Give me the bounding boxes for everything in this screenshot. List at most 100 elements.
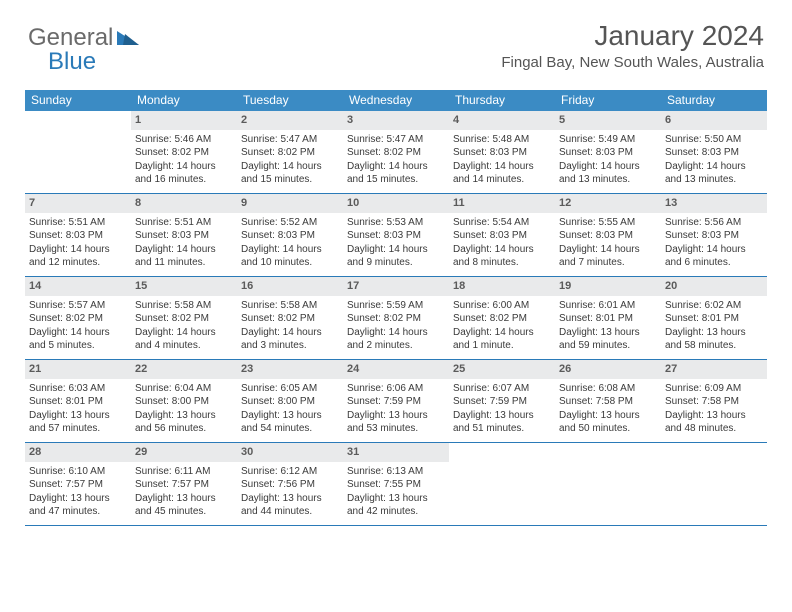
day-detail-line: and 5 minutes. bbox=[29, 339, 127, 353]
day-detail-line: Sunset: 8:03 PM bbox=[665, 229, 763, 243]
day-detail-line: and 9 minutes. bbox=[347, 256, 445, 270]
day-detail-line: Sunrise: 5:46 AM bbox=[135, 133, 233, 147]
dow-cell: Saturday bbox=[661, 90, 767, 111]
day-detail-line: Daylight: 14 hours bbox=[241, 243, 339, 257]
day-cell: 31Sunrise: 6:13 AMSunset: 7:55 PMDayligh… bbox=[343, 443, 449, 525]
day-detail-line: Daylight: 14 hours bbox=[453, 243, 551, 257]
day-detail-line: Daylight: 14 hours bbox=[665, 160, 763, 174]
day-number: 4 bbox=[449, 111, 555, 130]
day-detail-line: Sunset: 7:58 PM bbox=[665, 395, 763, 409]
day-detail-line: Sunset: 7:57 PM bbox=[29, 478, 127, 492]
day-detail-line: Sunset: 8:03 PM bbox=[135, 229, 233, 243]
day-detail-line: Sunset: 8:02 PM bbox=[29, 312, 127, 326]
day-detail-line: Daylight: 14 hours bbox=[347, 160, 445, 174]
weeks-container: 1 Sunrise: 5:46 AM Sunset: 8:02 PM Daylight… bbox=[25, 111, 767, 526]
dow-header: Sunday Monday Tuesday Wednesday Thursday… bbox=[25, 90, 767, 111]
day-cell: 10Sunrise: 5:53 AMSunset: 8:03 PMDayligh… bbox=[343, 194, 449, 276]
day-detail-line: Daylight: 14 hours bbox=[135, 160, 233, 174]
day-number: 19 bbox=[555, 277, 661, 296]
day-cell: 6Sunrise: 5:50 AMSunset: 8:03 PMDaylight… bbox=[661, 111, 767, 193]
day-cell: 29Sunrise: 6:11 AMSunset: 7:57 PMDayligh… bbox=[131, 443, 237, 525]
logo-triangle-icon bbox=[117, 24, 139, 52]
day-detail-line: and 11 minutes. bbox=[135, 256, 233, 270]
day-cell: 23Sunrise: 6:05 AMSunset: 8:00 PMDayligh… bbox=[237, 360, 343, 442]
day-detail-line: Sunset: 8:03 PM bbox=[347, 229, 445, 243]
day-number: 7 bbox=[25, 194, 131, 213]
dow-cell: Wednesday bbox=[343, 90, 449, 111]
day-detail-line: and 47 minutes. bbox=[29, 505, 127, 519]
day-detail-line: and 48 minutes. bbox=[665, 422, 763, 436]
day-detail-line: Daylight: 14 hours bbox=[135, 243, 233, 257]
day-number: 1 bbox=[131, 111, 237, 130]
day-cell: 12Sunrise: 5:55 AMSunset: 8:03 PMDayligh… bbox=[555, 194, 661, 276]
day-detail-line: and 3 minutes. bbox=[241, 339, 339, 353]
day-cell: 2Sunrise: 5:47 AMSunset: 8:02 PMDaylight… bbox=[237, 111, 343, 193]
day-detail-line: Sunset: 8:02 PM bbox=[241, 312, 339, 326]
day-detail-line: and 58 minutes. bbox=[665, 339, 763, 353]
day-detail-line: Sunrise: 5:56 AM bbox=[665, 216, 763, 230]
day-number: 8 bbox=[131, 194, 237, 213]
day-number: 16 bbox=[237, 277, 343, 296]
day-cell: 28Sunrise: 6:10 AMSunset: 7:57 PMDayligh… bbox=[25, 443, 131, 525]
day-number: 12 bbox=[555, 194, 661, 213]
day-detail-line: Sunset: 8:01 PM bbox=[665, 312, 763, 326]
week-row: 14Sunrise: 5:57 AMSunset: 8:02 PMDayligh… bbox=[25, 277, 767, 360]
day-cell: 13Sunrise: 5:56 AMSunset: 8:03 PMDayligh… bbox=[661, 194, 767, 276]
day-number: 21 bbox=[25, 360, 131, 379]
day-cell bbox=[555, 443, 661, 525]
day-cell: 19Sunrise: 6:01 AMSunset: 8:01 PMDayligh… bbox=[555, 277, 661, 359]
day-detail-line: Daylight: 14 hours bbox=[559, 243, 657, 257]
day-detail-line: Sunrise: 5:47 AM bbox=[347, 133, 445, 147]
day-detail-line: Sunset: 8:03 PM bbox=[559, 146, 657, 160]
day-detail-line: Sunrise: 5:49 AM bbox=[559, 133, 657, 147]
day-detail-line: Sunset: 7:59 PM bbox=[347, 395, 445, 409]
day-detail-line: Sunset: 8:00 PM bbox=[241, 395, 339, 409]
dow-cell: Thursday bbox=[449, 90, 555, 111]
day-number: 25 bbox=[449, 360, 555, 379]
day-number: 20 bbox=[661, 277, 767, 296]
day-detail-line: Sunset: 8:03 PM bbox=[29, 229, 127, 243]
day-detail-line: Sunset: 8:03 PM bbox=[559, 229, 657, 243]
day-detail-line: and 56 minutes. bbox=[135, 422, 233, 436]
day-number: 24 bbox=[343, 360, 449, 379]
day-detail-line: Sunrise: 6:07 AM bbox=[453, 382, 551, 396]
day-detail-line: Sunset: 7:59 PM bbox=[453, 395, 551, 409]
day-detail-line: and 53 minutes. bbox=[347, 422, 445, 436]
day-detail-line: Sunrise: 5:54 AM bbox=[453, 216, 551, 230]
day-detail-line: Sunset: 8:00 PM bbox=[135, 395, 233, 409]
day-detail-line: and 8 minutes. bbox=[453, 256, 551, 270]
day-detail-line: Daylight: 14 hours bbox=[347, 326, 445, 340]
day-detail-line: and 13 minutes. bbox=[559, 173, 657, 187]
day-detail-line: Sunrise: 5:59 AM bbox=[347, 299, 445, 313]
day-detail-line: Daylight: 13 hours bbox=[347, 409, 445, 423]
week-row: 1Sunrise: 5:46 AMSunset: 8:02 PMDaylight… bbox=[25, 111, 767, 194]
dow-cell: Friday bbox=[555, 90, 661, 111]
day-detail-line: Sunset: 8:01 PM bbox=[559, 312, 657, 326]
day-detail-line: and 15 minutes. bbox=[347, 173, 445, 187]
week-row: 28Sunrise: 6:10 AMSunset: 7:57 PMDayligh… bbox=[25, 443, 767, 526]
day-detail-line: Sunset: 8:03 PM bbox=[241, 229, 339, 243]
week-row: 21Sunrise: 6:03 AMSunset: 8:01 PMDayligh… bbox=[25, 360, 767, 443]
day-detail-line: Sunrise: 6:02 AM bbox=[665, 299, 763, 313]
day-cell: 20Sunrise: 6:02 AMSunset: 8:01 PMDayligh… bbox=[661, 277, 767, 359]
day-detail-line: Sunrise: 5:51 AM bbox=[29, 216, 127, 230]
day-number: 13 bbox=[661, 194, 767, 213]
day-detail-line: and 57 minutes. bbox=[29, 422, 127, 436]
day-cell: 17Sunrise: 5:59 AMSunset: 8:02 PMDayligh… bbox=[343, 277, 449, 359]
day-detail-line: Sunrise: 6:04 AM bbox=[135, 382, 233, 396]
day-detail-line: and 10 minutes. bbox=[241, 256, 339, 270]
day-detail-line: Sunset: 8:03 PM bbox=[665, 146, 763, 160]
day-detail-line: Sunrise: 6:03 AM bbox=[29, 382, 127, 396]
day-detail-line: Daylight: 14 hours bbox=[241, 160, 339, 174]
day-number: 15 bbox=[131, 277, 237, 296]
day-number: 26 bbox=[555, 360, 661, 379]
day-cell: 26Sunrise: 6:08 AMSunset: 7:58 PMDayligh… bbox=[555, 360, 661, 442]
day-detail-line: Sunrise: 5:48 AM bbox=[453, 133, 551, 147]
day-number: 31 bbox=[343, 443, 449, 462]
day-detail-line: Sunrise: 5:50 AM bbox=[665, 133, 763, 147]
header-right: January 2024 Fingal Bay, New South Wales… bbox=[501, 20, 764, 71]
day-number: 28 bbox=[25, 443, 131, 462]
day-number: 10 bbox=[343, 194, 449, 213]
week-row: 7Sunrise: 5:51 AMSunset: 8:03 PMDaylight… bbox=[25, 194, 767, 277]
day-cell: 9Sunrise: 5:52 AMSunset: 8:03 PMDaylight… bbox=[237, 194, 343, 276]
